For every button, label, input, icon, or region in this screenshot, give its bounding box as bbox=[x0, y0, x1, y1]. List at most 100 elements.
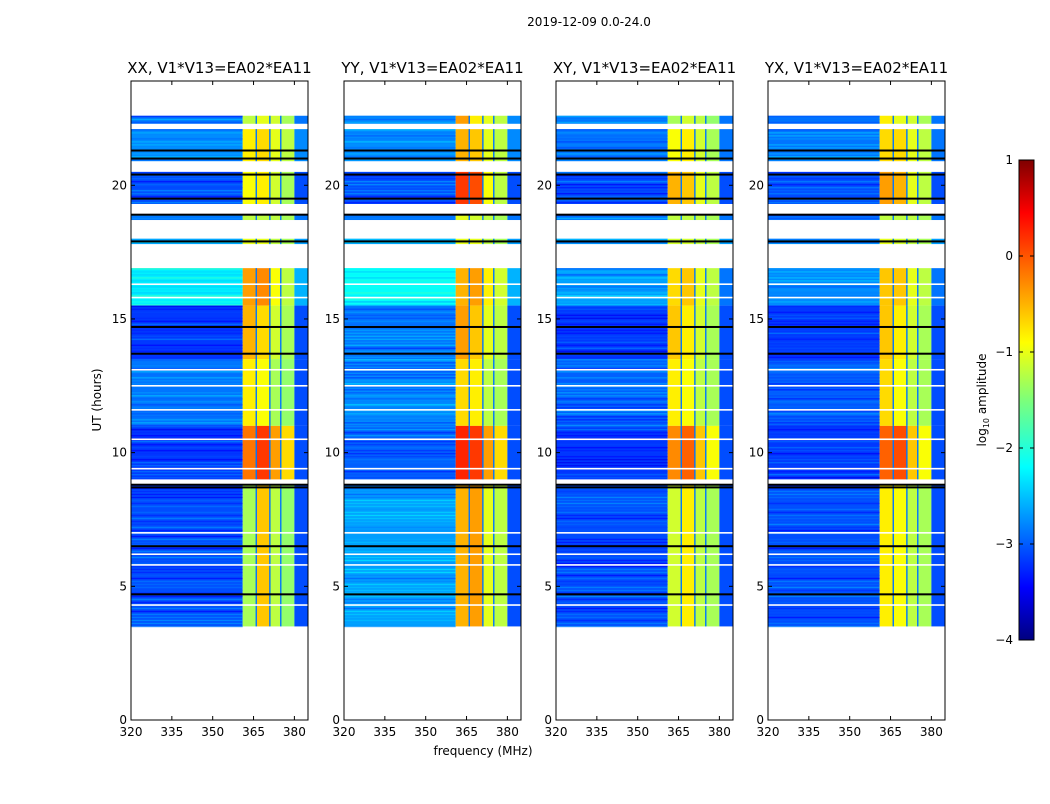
heatmap-cell bbox=[256, 115, 270, 124]
heatmap-row-texture bbox=[131, 493, 243, 496]
y-tick-label: 10 bbox=[749, 446, 764, 460]
heatmap-cell bbox=[242, 425, 257, 480]
heatmap-row-texture bbox=[556, 607, 668, 610]
heatmap-row-texture bbox=[344, 298, 456, 300]
heatmap-row-texture bbox=[344, 344, 456, 347]
heatmap-row-texture bbox=[131, 198, 243, 201]
heatmap-row-texture bbox=[768, 338, 880, 341]
heatmap-row-texture bbox=[768, 565, 880, 568]
y-tick-label: 10 bbox=[325, 446, 340, 460]
heatmap-row-texture bbox=[768, 180, 880, 183]
y-tick-label: 5 bbox=[332, 579, 340, 593]
channel-edge bbox=[482, 129, 484, 162]
channel-edge bbox=[917, 425, 919, 480]
heatmap-row-texture bbox=[131, 571, 243, 574]
heatmap-row-texture bbox=[556, 571, 668, 574]
heatmap-row-texture bbox=[344, 583, 456, 586]
channel-edge bbox=[705, 171, 707, 204]
heatmap-row-texture bbox=[768, 323, 880, 326]
heatmap-row-texture bbox=[556, 238, 668, 241]
channel-edge bbox=[906, 484, 908, 627]
heatmap-row-texture bbox=[768, 490, 880, 493]
heatmap-row-texture bbox=[768, 144, 880, 146]
heatmap-row-texture bbox=[556, 347, 668, 350]
heatmap-cell bbox=[493, 425, 508, 480]
y-tick-label: 0 bbox=[756, 713, 764, 727]
gap-row bbox=[344, 532, 521, 534]
heatmap-cell bbox=[269, 129, 281, 162]
gap-row bbox=[768, 532, 945, 534]
heatmap-row-texture bbox=[768, 156, 880, 158]
heatmap-cell bbox=[131, 425, 243, 480]
heatmap-row-texture bbox=[556, 286, 668, 288]
heatmap-row-texture bbox=[556, 499, 668, 502]
heatmap-row-texture bbox=[344, 323, 456, 326]
heatmap-row-texture bbox=[556, 410, 668, 412]
heatmap-row-texture bbox=[131, 461, 243, 464]
heatmap-row-texture bbox=[768, 320, 880, 323]
heatmap-row-texture bbox=[768, 443, 880, 446]
heatmap-cell bbox=[269, 425, 281, 480]
channel-edge bbox=[906, 359, 908, 426]
channel-edge bbox=[917, 115, 919, 124]
heatmap-row-texture bbox=[131, 317, 243, 320]
heatmap-row-texture bbox=[131, 217, 243, 220]
heatmap-row-texture bbox=[344, 508, 456, 511]
heatmap-cell bbox=[917, 171, 932, 204]
heatmap-row-texture bbox=[556, 586, 668, 589]
channel-edge bbox=[280, 484, 282, 627]
heatmap-cell bbox=[294, 305, 308, 360]
heatmap-row-texture bbox=[344, 144, 456, 146]
heatmap-row-texture bbox=[768, 580, 880, 583]
heatmap-cell bbox=[879, 129, 894, 162]
heatmap-cell bbox=[931, 305, 945, 360]
heatmap-row-texture bbox=[131, 153, 243, 155]
heatmap-row-texture bbox=[556, 268, 668, 270]
heatmap-row-texture bbox=[768, 511, 880, 514]
heatmap-cell bbox=[482, 268, 494, 306]
heatmap-row-texture bbox=[344, 431, 456, 434]
heatmap-cell bbox=[493, 171, 508, 204]
heatmap-row-texture bbox=[556, 520, 668, 523]
heatmap-row-texture bbox=[556, 374, 668, 376]
heatmap-row-texture bbox=[556, 350, 668, 353]
heatmap-cell bbox=[667, 268, 682, 306]
channel-edge bbox=[482, 214, 484, 221]
heatmap-row-texture bbox=[768, 115, 880, 118]
heatmap-row-texture bbox=[556, 314, 668, 317]
flagged-row bbox=[344, 593, 521, 596]
heatmap-row-texture bbox=[556, 301, 668, 303]
channel-edge bbox=[906, 129, 908, 162]
x-tick-label: 380 bbox=[496, 725, 519, 739]
heatmap-row-texture bbox=[768, 395, 880, 397]
channel-edge bbox=[917, 171, 919, 204]
heatmap-cell bbox=[482, 425, 494, 480]
heatmap-row-texture bbox=[344, 499, 456, 502]
heatmap-cell bbox=[694, 129, 706, 162]
gap-row bbox=[344, 604, 521, 606]
heatmap-row-texture bbox=[556, 496, 668, 499]
gap-row bbox=[131, 409, 308, 411]
gap-row bbox=[344, 438, 521, 441]
heatmap-row-texture bbox=[131, 141, 243, 143]
heatmap-row-texture bbox=[344, 311, 456, 314]
heatmap-row-texture bbox=[344, 473, 456, 476]
heatmap-row-texture bbox=[131, 115, 243, 118]
colorbar-label-sub: 10 bbox=[982, 418, 991, 428]
heatmap-row-texture bbox=[768, 301, 880, 303]
heatmap-row-texture bbox=[131, 505, 243, 508]
channel-edge bbox=[269, 305, 271, 360]
heatmap-row-texture bbox=[344, 443, 456, 446]
heatmap-row-texture bbox=[344, 416, 456, 418]
y-tick-label: 15 bbox=[537, 312, 552, 326]
heatmap-row-texture bbox=[344, 389, 456, 391]
heatmap-row-texture bbox=[556, 535, 668, 538]
channel-edge bbox=[280, 214, 282, 221]
heatmap-cell bbox=[344, 305, 456, 360]
colorbar-label: log10 amplitude bbox=[975, 354, 991, 447]
heatmap-row-texture bbox=[344, 464, 456, 467]
x-tick-label: 365 bbox=[242, 725, 265, 739]
heatmap-row-texture bbox=[556, 616, 668, 619]
heatmap-cell bbox=[482, 484, 494, 627]
y-tick-label: 10 bbox=[112, 446, 127, 460]
